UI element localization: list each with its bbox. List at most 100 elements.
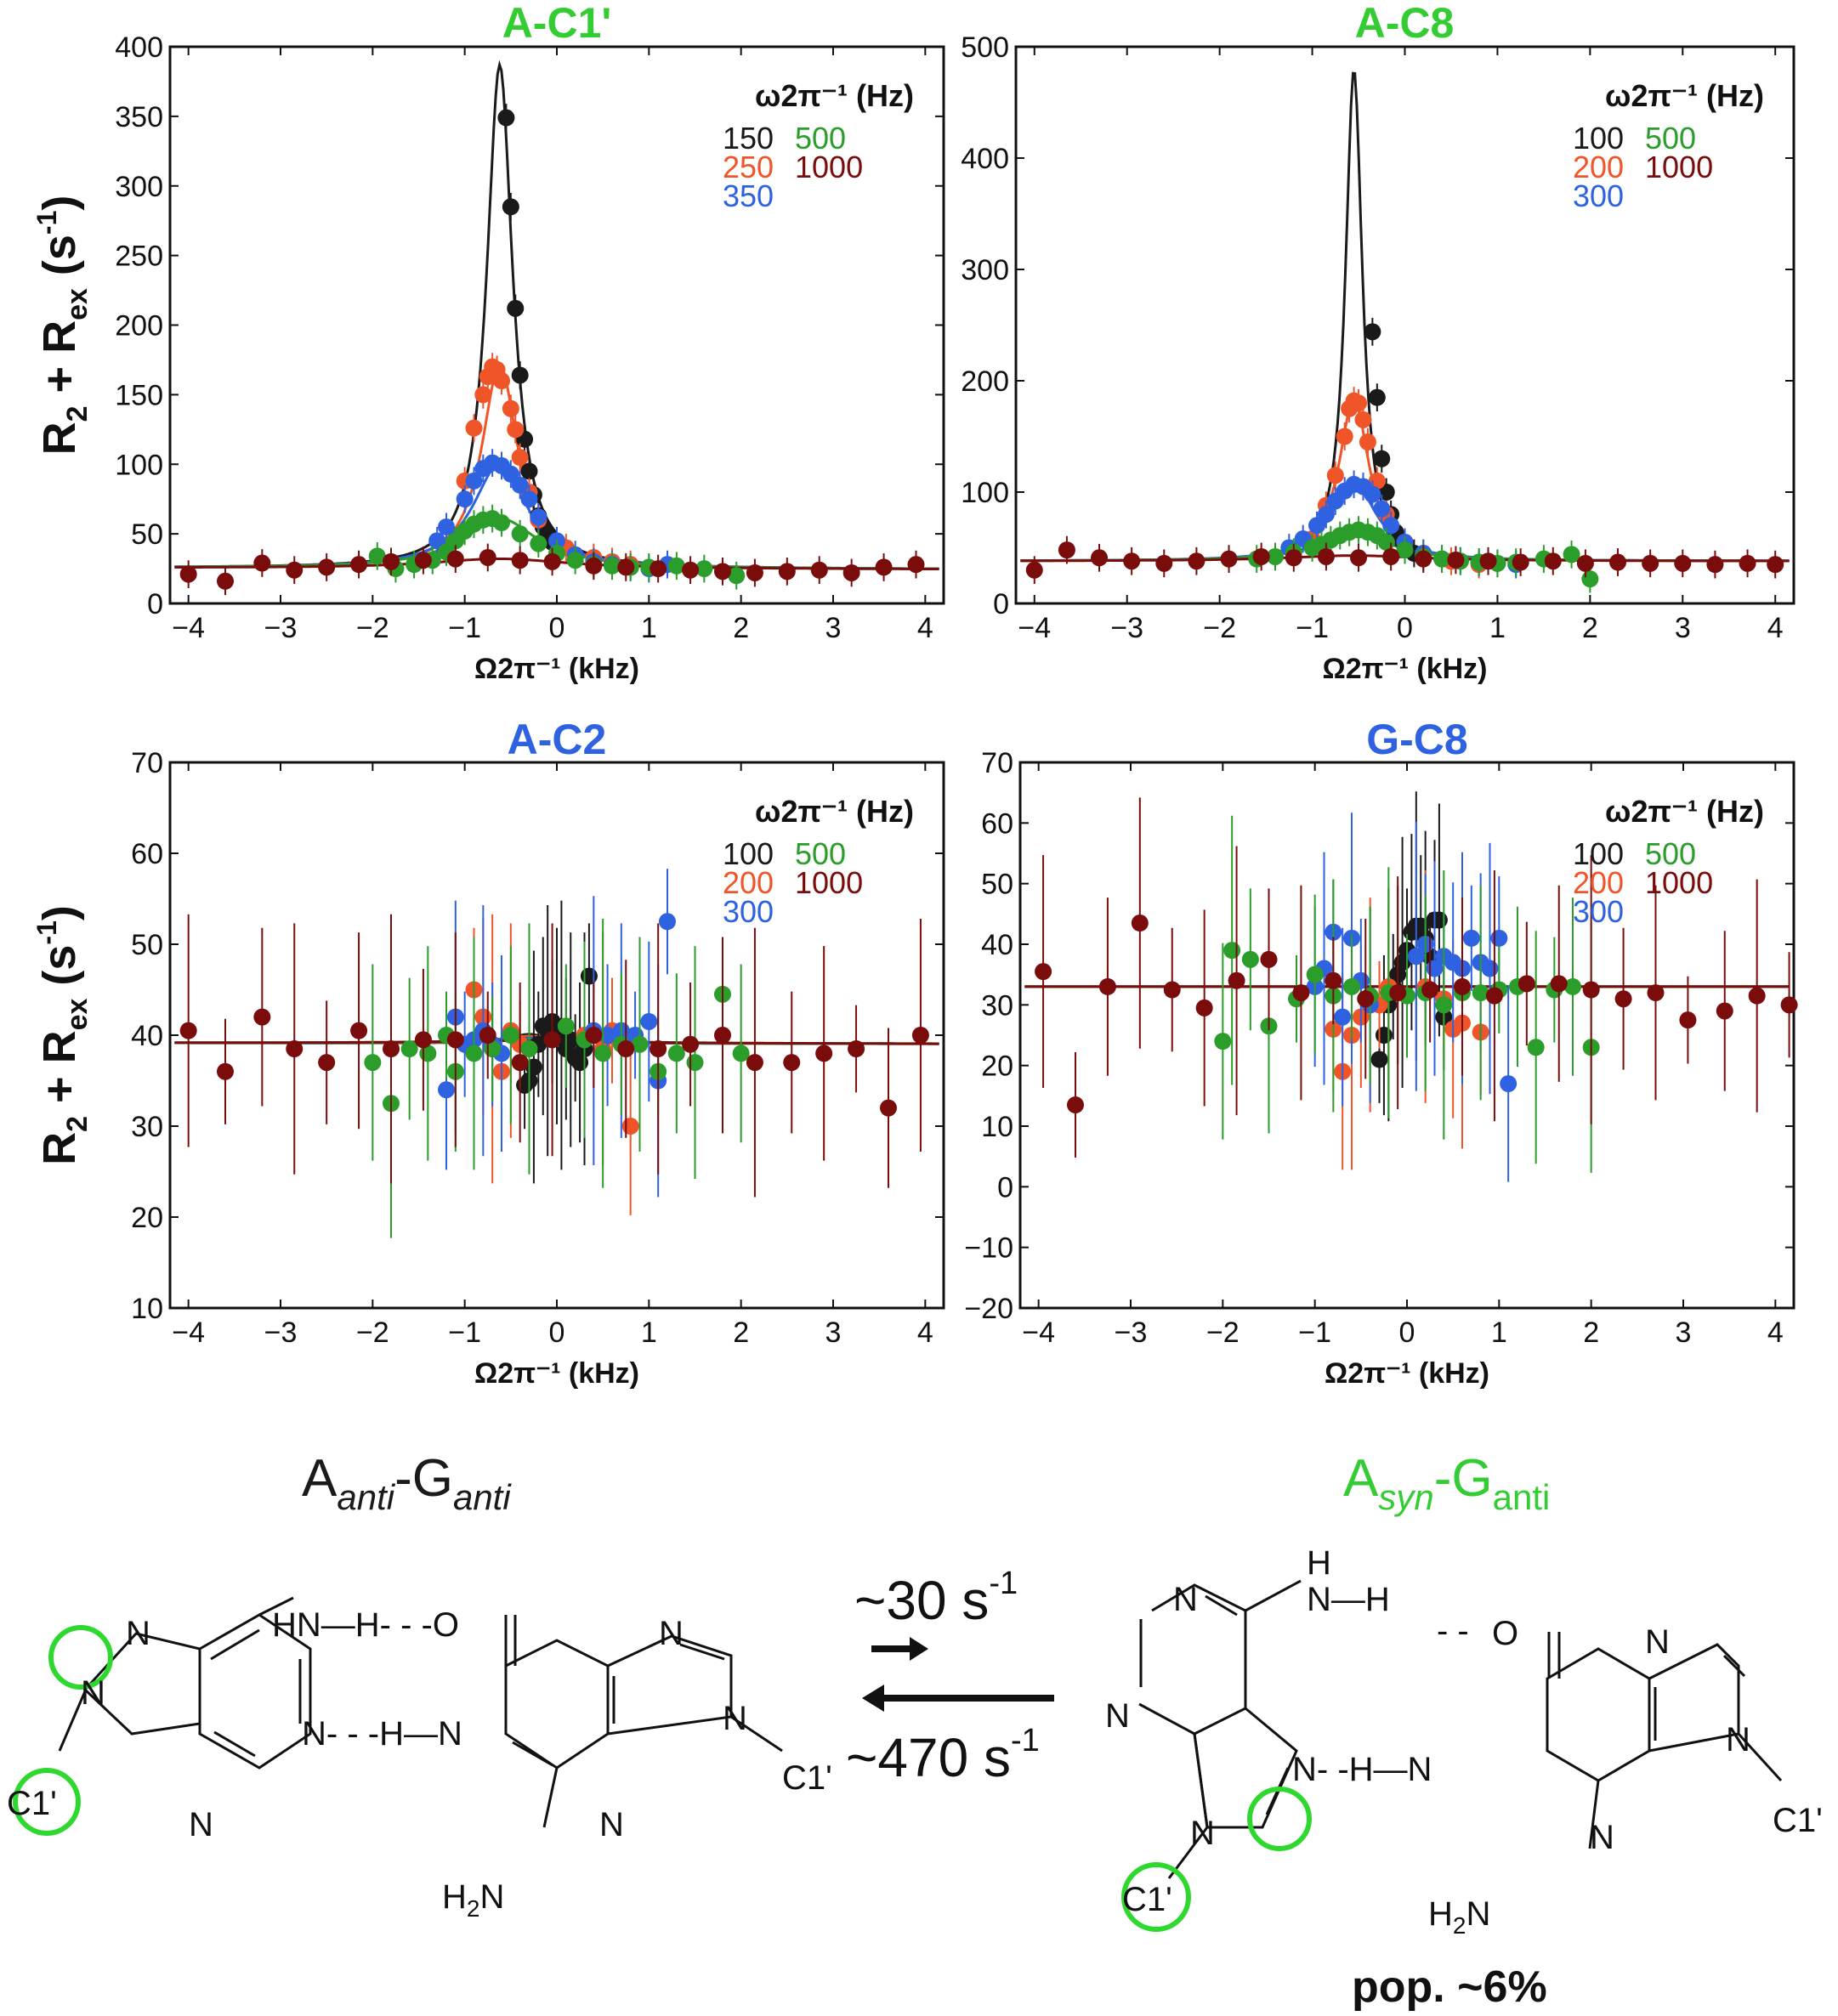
x-axis-label: Ω2π⁻¹ (kHz)	[474, 1357, 639, 1390]
data-point	[875, 558, 893, 576]
y-tick-label: 50	[131, 929, 163, 961]
data-point	[1373, 500, 1391, 518]
data-point	[1609, 553, 1627, 571]
data-point	[1195, 999, 1213, 1016]
data-point	[682, 1035, 700, 1053]
base-a: A	[302, 1449, 338, 1508]
legend-entry: 300	[723, 894, 774, 929]
atom-g-nh2: H2N	[1428, 1895, 1490, 1939]
sub-syn: syn	[1378, 1477, 1433, 1517]
data-point	[907, 556, 925, 574]
state-label-syn-anti: Asyn-Ganti	[1343, 1449, 1550, 1517]
data-point	[1373, 450, 1391, 467]
x-tick-label: −3	[1110, 612, 1143, 644]
atom-c1p: C1'	[7, 1785, 57, 1822]
data-point	[1123, 552, 1141, 570]
y-tick-label: 50	[131, 518, 163, 551]
data-point	[1241, 950, 1259, 968]
hbond-top: HN—H- - -O	[272, 1606, 459, 1644]
x-tick-label: −1	[448, 1317, 481, 1349]
data-point	[511, 476, 529, 494]
x-tick-label: −2	[1206, 1317, 1240, 1349]
data-point	[217, 1062, 234, 1080]
data-point	[543, 552, 561, 570]
data-point	[350, 1022, 368, 1039]
y-tick-label: 300	[115, 171, 163, 203]
data-point	[520, 1040, 538, 1058]
data-point	[631, 1035, 649, 1053]
reverse-rate: ~470 s-1	[846, 1723, 1040, 1788]
x-tick-label: 3	[1675, 612, 1691, 644]
atom-c1p: C1'	[1122, 1881, 1172, 1918]
y-tick-label: 200	[115, 310, 163, 343]
data-point	[621, 1118, 639, 1135]
data-point	[1058, 541, 1075, 559]
legend-entry: 100	[723, 836, 774, 871]
x-tick-label: 2	[1582, 612, 1598, 644]
data-point	[253, 1008, 271, 1026]
sub-anti: anti	[337, 1477, 395, 1517]
data-point	[1252, 547, 1270, 565]
data-point	[1285, 549, 1302, 567]
atom-g-c1p: C1'	[782, 1759, 832, 1797]
data-point	[1581, 570, 1599, 588]
data-point	[179, 1022, 197, 1039]
x-tick-label: −2	[356, 612, 389, 644]
sub-anti-2: anti	[453, 1477, 512, 1517]
data-point	[286, 561, 303, 579]
data-point	[1334, 1008, 1352, 1026]
data-point	[1354, 411, 1372, 428]
legend-entry: 200	[1573, 865, 1624, 900]
legend-entry: 300	[1573, 894, 1624, 929]
y-tick-label: 30	[131, 1111, 163, 1143]
sub-anti: anti	[1493, 1477, 1551, 1517]
x-tick-label: −4	[1022, 1317, 1055, 1349]
legend-entry: 500	[795, 836, 846, 871]
x-axis-label: Ω2π⁻¹ (kHz)	[474, 653, 639, 685]
data-point	[1576, 554, 1594, 572]
y-tick-label: 100	[115, 449, 163, 481]
panel-a-c2: A-C2 −4 −3 −2 −1 0 1 2 3 4 10 20 30 40 50 60 70 Ω2π⁻¹ (kH…	[31, 716, 945, 1390]
data-point	[253, 554, 271, 572]
y-tick-label: 70	[131, 747, 163, 779]
data-point	[1370, 1050, 1388, 1068]
x-axis-label: Ω2π⁻¹ (kHz)	[1322, 653, 1487, 685]
y-tick-label: 0	[147, 588, 163, 620]
hbond-bottom: N- -H—N	[1292, 1751, 1432, 1788]
data-point	[1564, 977, 1581, 995]
legend-entry: 100	[1573, 836, 1624, 871]
data-point	[566, 552, 584, 569]
data-point	[1433, 550, 1451, 568]
data-point	[1336, 428, 1353, 445]
data-point	[286, 1040, 303, 1058]
chart-title: A-C8	[1355, 0, 1455, 47]
data-point	[1260, 950, 1278, 968]
legend-entry: 350	[723, 178, 774, 213]
data-point	[1396, 541, 1414, 559]
data-point	[1368, 388, 1386, 406]
x-tick-label: 0	[549, 612, 565, 644]
legend-entry: 1000	[795, 150, 863, 184]
data-point	[557, 1017, 575, 1035]
data-point	[502, 198, 519, 216]
data-point	[1382, 517, 1400, 535]
legend-entry: 200	[723, 865, 774, 900]
atom-g-c1p: C1'	[1773, 1802, 1823, 1839]
x-tick-label: −2	[356, 1317, 389, 1349]
legend-entry: 100	[1573, 121, 1624, 156]
data-point	[1389, 984, 1407, 1002]
data-point	[511, 449, 529, 467]
data-point	[1544, 552, 1562, 570]
data-point	[465, 1045, 483, 1062]
data-point	[1706, 556, 1724, 574]
data-point	[530, 535, 547, 552]
data-point	[594, 1045, 612, 1062]
data-point	[318, 1054, 336, 1072]
data-point	[1382, 547, 1400, 565]
data-point	[1357, 990, 1375, 1008]
data-point	[1674, 554, 1692, 572]
atom-g-n9: N	[723, 1700, 747, 1737]
atom-g-n7: N	[659, 1615, 684, 1652]
y-tick-label: 10	[981, 1111, 1013, 1143]
